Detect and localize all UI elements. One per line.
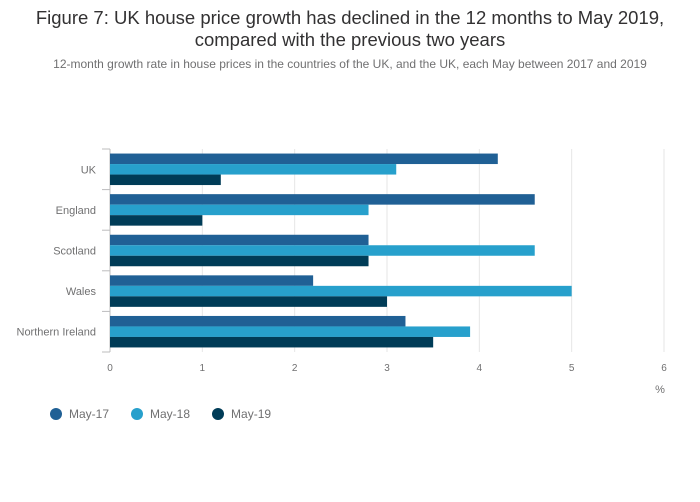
x-tick-label-6: 6	[661, 363, 667, 374]
legend-item-May-19[interactable]: May-19	[212, 407, 271, 421]
x-tick-label-0: 0	[107, 363, 113, 374]
bar-May-19-scotland	[110, 255, 369, 267]
chart-title: Figure 7: UK house price growth has decl…	[35, 7, 665, 50]
bar-May-19-northern-ireland	[110, 336, 434, 348]
legend-item-May-17[interactable]: May-17	[50, 407, 109, 421]
bar-May-17-england	[110, 194, 535, 205]
x-tick-label-1: 1	[200, 363, 206, 374]
legend-swatch	[131, 408, 144, 420]
bar-May-17-wales	[110, 275, 314, 286]
legend-label: May-17	[69, 407, 110, 421]
bar-May-18-wales	[110, 285, 572, 297]
bar-May-17-uk	[110, 153, 498, 165]
legend-label: May-19	[231, 407, 272, 421]
x-tick-label-5: 5	[569, 363, 575, 374]
legend-swatch	[212, 408, 225, 420]
bar-May-19-wales	[110, 296, 387, 307]
x-axis-label: %	[655, 384, 665, 396]
chart-legend: May-17 May-18 May-19	[50, 407, 293, 421]
y-tick-label-0: UK	[81, 164, 97, 176]
x-tick-label-2: 2	[292, 363, 298, 374]
bar-May-18-northern-ireland	[110, 326, 471, 337]
y-tick-label-1: England	[56, 205, 96, 217]
bar-May-18-uk	[110, 164, 397, 175]
bar-May-18-scotland	[110, 245, 535, 256]
legend-swatch	[50, 408, 62, 420]
bar-May-19-uk	[110, 174, 221, 186]
bar-May-17-scotland	[110, 234, 369, 246]
bar-May-18-england	[110, 204, 369, 216]
x-tick-label-4: 4	[477, 363, 483, 374]
y-tick-label-3: Wales	[66, 286, 97, 298]
x-tick-label-3: 3	[384, 363, 390, 374]
legend-item-May-18[interactable]: May-18	[131, 407, 190, 421]
bar-May-17-northern-ireland	[110, 315, 406, 327]
y-tick-label-2: Scotland	[53, 246, 96, 258]
bar-May-19-england	[110, 215, 203, 226]
y-tick-label-4: Northern Ireland	[17, 327, 97, 339]
legend-label: May-18	[150, 407, 191, 421]
chart-subtitle: 12-month growth rate in house prices in …	[53, 57, 647, 71]
